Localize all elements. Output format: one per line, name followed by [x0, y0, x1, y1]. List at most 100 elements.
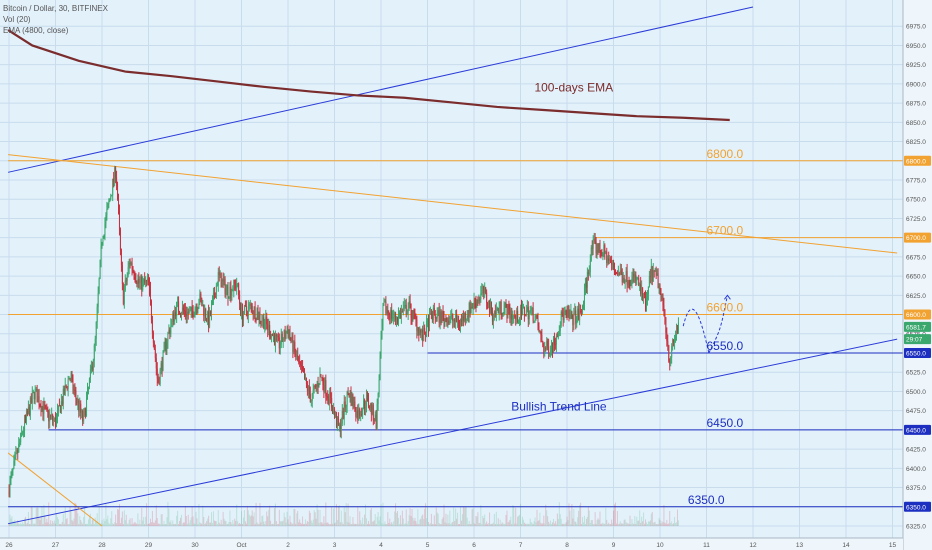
- candle-body: [494, 311, 496, 315]
- volume-bar: [140, 523, 142, 526]
- volume-bar: [90, 523, 92, 526]
- volume-bar: [245, 523, 247, 526]
- volume-bar: [528, 523, 530, 526]
- volume-bar: [538, 520, 540, 526]
- candle-body: [24, 418, 26, 431]
- volume-bar: [171, 523, 173, 526]
- price-tag-label: 29:07: [906, 337, 923, 344]
- volume-bar: [463, 507, 465, 526]
- volume-bar: [350, 523, 352, 526]
- candle-body: [241, 308, 243, 315]
- volume-bar: [602, 522, 604, 526]
- volume-bar: [259, 502, 261, 526]
- volume-bar: [130, 523, 132, 526]
- candle-body: [549, 353, 551, 355]
- volume-bar: [675, 522, 677, 526]
- volume-bar: [36, 507, 38, 526]
- candle-body: [504, 304, 506, 308]
- volume-bar: [421, 515, 423, 526]
- candle-body: [472, 306, 474, 308]
- candle-body: [173, 313, 175, 322]
- candle-body: [645, 295, 647, 310]
- volume-bar: [667, 523, 669, 526]
- candle-body: [61, 401, 63, 405]
- volume-bar: [677, 520, 679, 526]
- candle-body: [627, 282, 629, 285]
- volume-bar: [624, 519, 626, 526]
- volume-bar: [669, 510, 671, 526]
- candle-body: [633, 274, 635, 278]
- volume-bar: [125, 514, 127, 526]
- candle-body: [337, 416, 339, 426]
- volume-bar: [207, 518, 209, 526]
- volume-bar: [263, 521, 265, 526]
- candle-body: [306, 383, 308, 392]
- volume-bar: [316, 504, 318, 526]
- candle-body: [83, 414, 85, 422]
- candle-body: [538, 326, 540, 333]
- candle-body: [152, 332, 154, 343]
- candle-body: [341, 410, 343, 424]
- volume-bar: [628, 523, 630, 526]
- volume-bar: [225, 521, 227, 526]
- volume-bar: [43, 504, 45, 526]
- candle-body: [354, 401, 356, 412]
- symbol-title[interactable]: Bitcoin / Dollar, 30, BITFINEX: [3, 4, 108, 13]
- time-axis[interactable]: 26 27 28 29 30 Oct 2 3 4 5 6 7 8 9 10 11 12 13 14 15: [0, 537, 903, 550]
- volume-bar: [105, 504, 107, 526]
- price-axis[interactable]: 6325.0 6350.0 6375.0 6400.0 6425.0 6450.0 6475…: [902, 0, 932, 550]
- candle-body: [330, 392, 332, 398]
- candle-body: [29, 397, 31, 416]
- candle-body: [94, 338, 96, 346]
- candle-body: [51, 414, 53, 416]
- volume-bar: [428, 523, 430, 526]
- volume-bar: [114, 522, 116, 526]
- candle-body: [192, 310, 194, 317]
- candle-body: [487, 303, 489, 309]
- candle-body: [172, 313, 174, 320]
- candle-body: [537, 317, 539, 327]
- candle-body: [442, 312, 444, 316]
- time-tick-label: 10: [656, 542, 664, 549]
- volume-bar: [8, 523, 10, 526]
- volume-bar: [593, 523, 595, 526]
- candle-body: [201, 299, 203, 307]
- volume-bar: [394, 511, 396, 526]
- volume-bar: [138, 523, 140, 526]
- volume-bar: [344, 512, 346, 526]
- volume-bar: [136, 523, 138, 526]
- volume-bar: [522, 519, 524, 526]
- candle-body: [587, 272, 589, 274]
- volume-bar: [565, 522, 567, 526]
- volume-bar: [31, 507, 33, 526]
- price-tag-label: 6350.0: [906, 504, 926, 511]
- ema-indicator-label[interactable]: EMA (4800, close): [3, 26, 69, 35]
- volume-bar: [313, 510, 315, 526]
- volume-bar: [312, 519, 314, 526]
- candle-body: [333, 409, 335, 414]
- volume-bar: [411, 509, 413, 526]
- volume-bar: [162, 523, 164, 526]
- candle-body: [121, 265, 123, 285]
- volume-bar: [638, 520, 640, 526]
- candle-body: [396, 319, 398, 321]
- candle-body: [496, 308, 498, 310]
- volume-bar: [72, 521, 74, 526]
- price-tick-label: 6475.0: [906, 408, 926, 415]
- volume-bar: [632, 523, 634, 526]
- volume-bar: [230, 522, 232, 526]
- volume-bar: [87, 523, 89, 526]
- volume-bar: [645, 522, 647, 526]
- volume-indicator-label[interactable]: Vol (20): [3, 15, 31, 24]
- volume-bar: [135, 523, 137, 526]
- candle-body: [239, 294, 241, 304]
- volume-bar: [56, 513, 58, 526]
- volume-bar: [383, 523, 385, 526]
- volume-bar: [250, 515, 252, 526]
- candle-body: [404, 304, 406, 306]
- volume-bar: [220, 519, 222, 526]
- candle-body: [350, 392, 352, 405]
- time-axis-bg: [0, 538, 903, 550]
- volume-bar: [490, 523, 492, 526]
